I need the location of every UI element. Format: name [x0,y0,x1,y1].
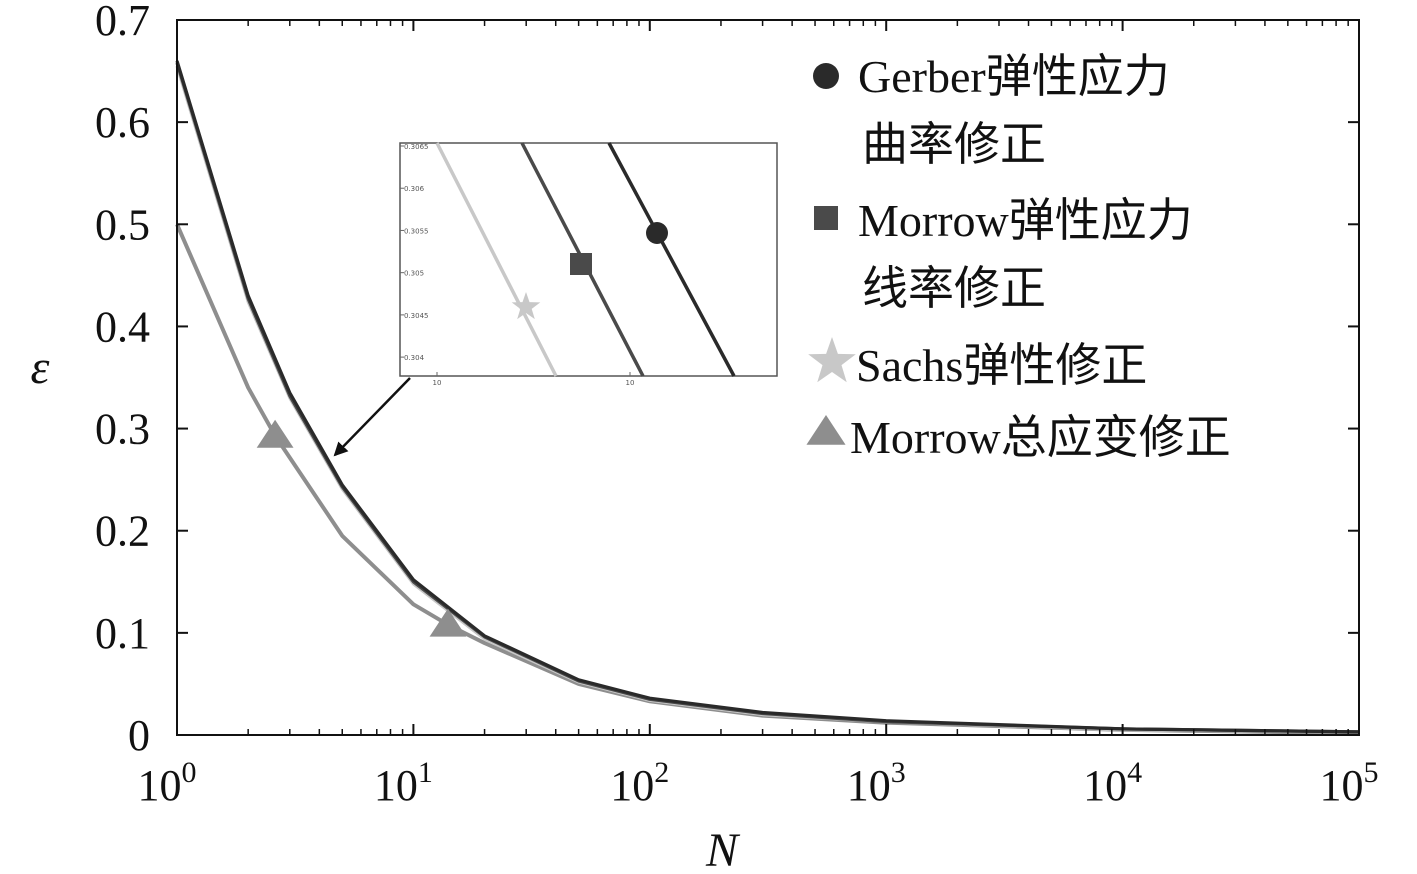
legend-entry-label: Morrow总应变修正 [850,412,1231,463]
y-tick-label: 0.1 [95,609,150,658]
legend-entry-label: Sachs弹性修正 [856,340,1147,391]
legend-symbol-circle [813,63,839,89]
inset-x-tick-label: 10 [433,379,442,387]
inset-marker-square [570,253,592,275]
legend-entry-label: 曲率修正 [862,119,1046,170]
legend-entry-label: Gerber弹性应力 [858,51,1170,102]
zoom-inset: 0.3065 0.306 0.3055 0.305 0.3045 0.304 10 10 [399,142,778,387]
y-tick-label: 0.5 [95,200,150,249]
inset-y-tick-label: 0.3065 [404,143,429,151]
x-tick-label: 100 [138,756,197,810]
inset-series-line-3 [435,142,558,377]
inset-y-tick-label: 0.305 [404,270,424,278]
y-tick-label: 0 [128,711,150,760]
legend-entry-label: 线率修正 [862,263,1046,314]
inset-marker-star [511,292,541,320]
legend-symbol-star [808,337,856,383]
inset-x-tick-label: 10 [626,379,635,387]
x-tick-labels: 100 101 102 103 104 105 [138,756,1379,810]
series-marker-triangle [429,608,467,637]
y-tick-label: 0.2 [95,507,150,556]
axis-ticks [176,19,1360,736]
legend-entry-label: Morrow弹性应力 [858,195,1193,246]
y-tick-label: 0.7 [95,0,150,45]
y-tick-label: 0.4 [95,302,150,351]
inset-y-tick-label: 0.3055 [404,227,429,235]
legend-symbol-triangle [806,415,846,445]
inset-y-tick-label: 0.3045 [404,312,429,320]
x-tick-label: 101 [374,756,433,810]
x-tick-label: 104 [1083,756,1142,810]
legend-symbol-square [814,206,838,230]
series-markers [256,419,467,637]
series-marker-triangle [256,419,294,448]
x-axis-label: N [705,824,741,874]
plot-area-frame [176,19,1360,736]
inset-y-tick-label: 0.304 [404,354,425,362]
series-line-1 [175,60,1360,734]
inset-pointer-arrow [333,377,411,457]
inset-marker-circle [646,222,668,244]
x-tick-label: 102 [610,756,669,810]
y-tick-label: 0.3 [95,405,150,454]
y-tick-label: 0.6 [95,98,150,147]
y-axis-label: ε [31,341,50,394]
y-tick-labels: 0 0.1 0.2 0.3 0.4 0.5 0.6 0.7 [95,0,150,760]
inset-y-tick-label: 0.306 [404,185,425,193]
x-tick-label: 105 [1320,756,1379,810]
x-tick-label: 103 [847,756,906,810]
inset-series-line-1 [607,142,736,377]
